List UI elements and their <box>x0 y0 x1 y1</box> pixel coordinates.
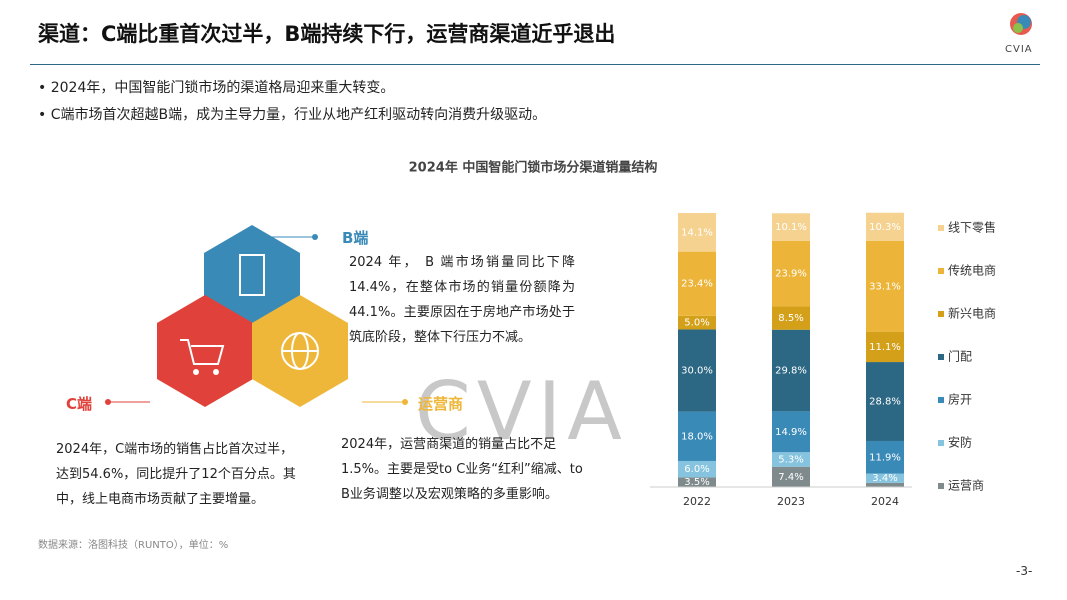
bar-segment <box>866 212 904 241</box>
data-label: 8.5% <box>778 313 803 324</box>
data-label: 10.3% <box>869 222 901 233</box>
bar-segment <box>866 482 904 487</box>
bar-segment <box>678 460 716 478</box>
bar-segment <box>772 329 810 412</box>
bar-segment <box>678 251 716 316</box>
slide-title: 渠道：C端比重首次过半，B端持续下行，运营商渠道近乎退出 <box>38 22 616 46</box>
bullet: • 2024年，中国智能门锁市场的渠道格局迎来重大转变。 <box>38 80 395 96</box>
data-label: 6.0% <box>684 464 709 475</box>
legend-label: 房开 <box>948 392 972 407</box>
legend-swatch <box>938 311 944 317</box>
data-label: 11.1% <box>869 342 901 353</box>
bar-segment <box>866 240 904 332</box>
bullet-text: C端市场首次超越B端，成为主导力量，行业从地产红利驱动转向消费升级驱动。 <box>50 107 547 123</box>
x-tick-label: 2022 <box>683 495 711 508</box>
data-label: 23.4% <box>681 279 713 290</box>
legend-swatch <box>938 483 944 489</box>
segment-label: B端 <box>342 229 369 247</box>
segment-label: C端 <box>66 395 93 413</box>
bar-segment <box>772 306 810 330</box>
bar-segment <box>772 213 810 241</box>
legend-swatch <box>938 354 944 360</box>
segment-text: 2024年，C端市场的销售占比首次过半，达到54.6%，同比提升了12个百分点。… <box>56 442 296 507</box>
chart-title: 2024年 中国智能门锁市场分渠道销量结构 <box>409 160 658 176</box>
data-label: 3.5% <box>684 477 709 488</box>
bar-segment <box>678 213 716 252</box>
data-label: 30.0% <box>681 366 713 377</box>
page-number: -3- <box>1016 564 1033 578</box>
watermark: CVIA <box>415 365 628 458</box>
data-label: 10.1% <box>775 222 807 233</box>
legend-label: 安防 <box>948 435 972 450</box>
data-label: 7.4% <box>778 472 803 483</box>
x-tick-label: 2024 <box>871 495 899 508</box>
data-label: 5.3% <box>778 454 803 465</box>
data-label: 28.8% <box>869 397 901 408</box>
legend-label: 运营商 <box>948 478 984 493</box>
bar-segment <box>772 240 810 307</box>
data-label: 33.1% <box>869 281 901 292</box>
data-label: 18.0% <box>681 431 713 442</box>
bullet-text: 2024年，中国智能门锁市场的渠道格局迎来重大转变。 <box>50 80 395 96</box>
bullet: • C端市场首次超越B端，成为主导力量，行业从地产红利驱动转向消费升级驱动。 <box>38 107 547 123</box>
bar-segment <box>772 466 810 487</box>
bar-segment <box>866 440 904 474</box>
legend-swatch <box>938 225 944 231</box>
data-label: 3.4% <box>872 473 897 484</box>
data-label: 23.9% <box>775 269 807 280</box>
header-rule <box>30 64 1040 65</box>
bar-segment <box>772 452 810 467</box>
legend-label: 线下零售 <box>948 220 996 235</box>
bar-segment <box>678 411 716 461</box>
legend-swatch <box>938 397 944 403</box>
legend-label: 新兴电商 <box>948 306 996 321</box>
legend-label: 传统电商 <box>948 263 996 278</box>
legend-swatch <box>938 268 944 274</box>
bar-segment <box>866 331 904 363</box>
bar-segment <box>866 362 904 441</box>
bar-segment <box>678 329 716 412</box>
bar-segment <box>678 477 716 487</box>
data-label: 14.9% <box>775 427 807 438</box>
segment-text: 2024 年， B 端市场销量同比下降14.4%，在整体市场的销量份额降为44.… <box>349 255 575 345</box>
logo-icon <box>1010 13 1032 35</box>
legend-swatch <box>938 440 944 446</box>
segment-label: 运营商 <box>418 395 464 413</box>
segment-text: 2024年，运营商渠道的销量占比不足1.5%。主要是受to C业务“红利”缩减、… <box>341 437 583 502</box>
bar-segment <box>772 411 810 453</box>
hexagon-graphic <box>105 225 408 407</box>
data-label: 11.9% <box>869 452 901 463</box>
source-note: 数据来源：洛图科技（RUNTO），单位：% <box>38 540 229 551</box>
bar-segment <box>866 473 904 483</box>
data-label: 5.0% <box>684 318 709 329</box>
legend-label: 门配 <box>948 349 972 364</box>
x-tick-label: 2023 <box>777 495 805 508</box>
logo-text: CVIA <box>1005 44 1033 55</box>
data-label: 29.8% <box>775 366 807 377</box>
data-label: 14.1% <box>681 227 713 238</box>
bar-segment <box>678 315 716 330</box>
